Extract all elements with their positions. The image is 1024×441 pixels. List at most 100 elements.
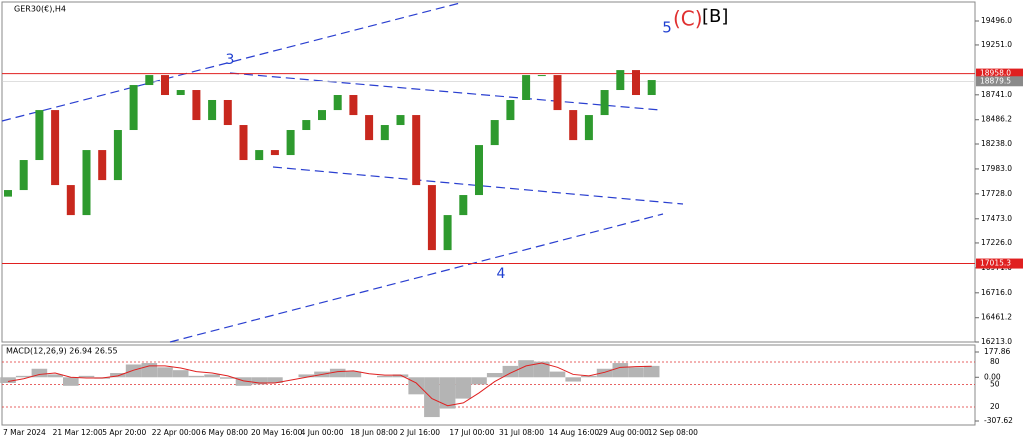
chart-title: GER30(€),H4 [14,5,66,14]
wave-label: (C) [673,7,703,31]
candle [4,190,12,197]
macd-bar [549,371,566,378]
candle [490,120,499,146]
macd-bar [15,375,32,378]
macd-bar [534,361,550,378]
candle [522,75,531,100]
candle [145,75,154,86]
price-tag-label: 18879.5 [980,76,1011,85]
candle [129,85,138,131]
macd-bar [486,373,503,378]
candle [286,130,295,156]
wave-label: 4 [497,266,506,282]
x-tick-label: 6 May 08:00 [201,428,248,437]
macd-bar [377,375,393,378]
x-tick-label: 22 Apr 00:00 [152,428,201,437]
macd-bar [329,368,346,378]
level-label: 50 [990,380,1000,389]
y-tick-label: 19496.0 [981,16,1012,25]
macd-bar [172,370,189,378]
price-tag [976,68,1023,79]
macd-bar [63,377,79,386]
macd-bar [204,374,220,378]
x-tick-label: 21 Mar 12:00 [53,428,103,437]
trendline [1,2,461,122]
macd-bar [78,375,95,378]
candle [161,75,169,96]
macd-frame [1,344,976,426]
trendline [272,166,684,205]
x-tick-label: 4 Jun 00:00 [301,428,344,437]
trendline [229,72,661,111]
y-tick-label: 18486.2 [981,115,1012,124]
x-tick-label: 2 Jul 16:00 [400,428,440,437]
candle [98,150,107,181]
macd-bar [392,374,409,378]
macd-bar [157,367,173,378]
candle [412,115,421,186]
x-tick-label: 17 Jul 00:00 [449,428,494,437]
macd-bar [581,375,597,378]
macd-bar [502,365,519,378]
candle [616,70,625,91]
x-tick-label: 31 Jul 08:00 [499,428,544,437]
candle [302,120,311,131]
candle [553,75,562,111]
macd-bar [47,374,63,378]
candle [51,110,60,186]
candle [459,195,468,216]
macd-bar [424,377,440,418]
macd-bar [188,375,205,378]
macd-bar [643,365,660,378]
y-tick-label: 16716.0 [981,288,1012,297]
x-tick-label: 29 Aug 00:00 [598,428,649,437]
candle [349,95,358,116]
macd-bar [471,377,487,385]
candle [208,99,217,121]
signal-line [7,362,652,407]
y-tick-label: 17226.0 [981,238,1012,247]
y-tick-label: 19251.0 [981,40,1012,49]
macd-bar [612,363,629,378]
candle [113,130,122,181]
x-tick-label: 5 Apr 20:00 [102,428,146,437]
candle [333,95,342,111]
candle [176,90,185,96]
candle [506,99,515,121]
candle [443,215,452,251]
candle [584,115,593,141]
macd-bar [220,377,236,379]
trendlines [1,2,684,343]
wave-label: 5 [662,19,672,37]
y-tick-label: 17473.0 [981,214,1012,223]
candle [270,150,279,156]
candle [632,70,640,96]
x-tick-label: 20 May 16:00 [251,428,303,437]
macd-bar [110,373,126,378]
y-tick-label: 17728.0 [981,189,1012,198]
candle [239,125,248,161]
candle [537,75,546,77]
x-tick-label: 14 Aug 16:00 [549,428,600,437]
candle [647,80,656,96]
macd-bar [141,363,158,378]
trendline [169,213,664,343]
candle [82,150,91,216]
candle [66,185,75,216]
macd-bar [455,377,472,399]
candle [318,110,326,121]
candle [569,110,578,141]
y-tick-label: 16461.2 [981,313,1012,322]
candle [396,115,405,126]
macd-bar [565,377,581,382]
macd-bar [439,377,456,409]
macd-bar [345,371,362,378]
level-label: 20 [990,402,1000,411]
macd-bar [251,377,267,385]
main-frame [1,1,976,343]
y-tick-label: -307.62 [984,416,1013,425]
candle [35,110,44,161]
macd-bar [628,367,644,378]
